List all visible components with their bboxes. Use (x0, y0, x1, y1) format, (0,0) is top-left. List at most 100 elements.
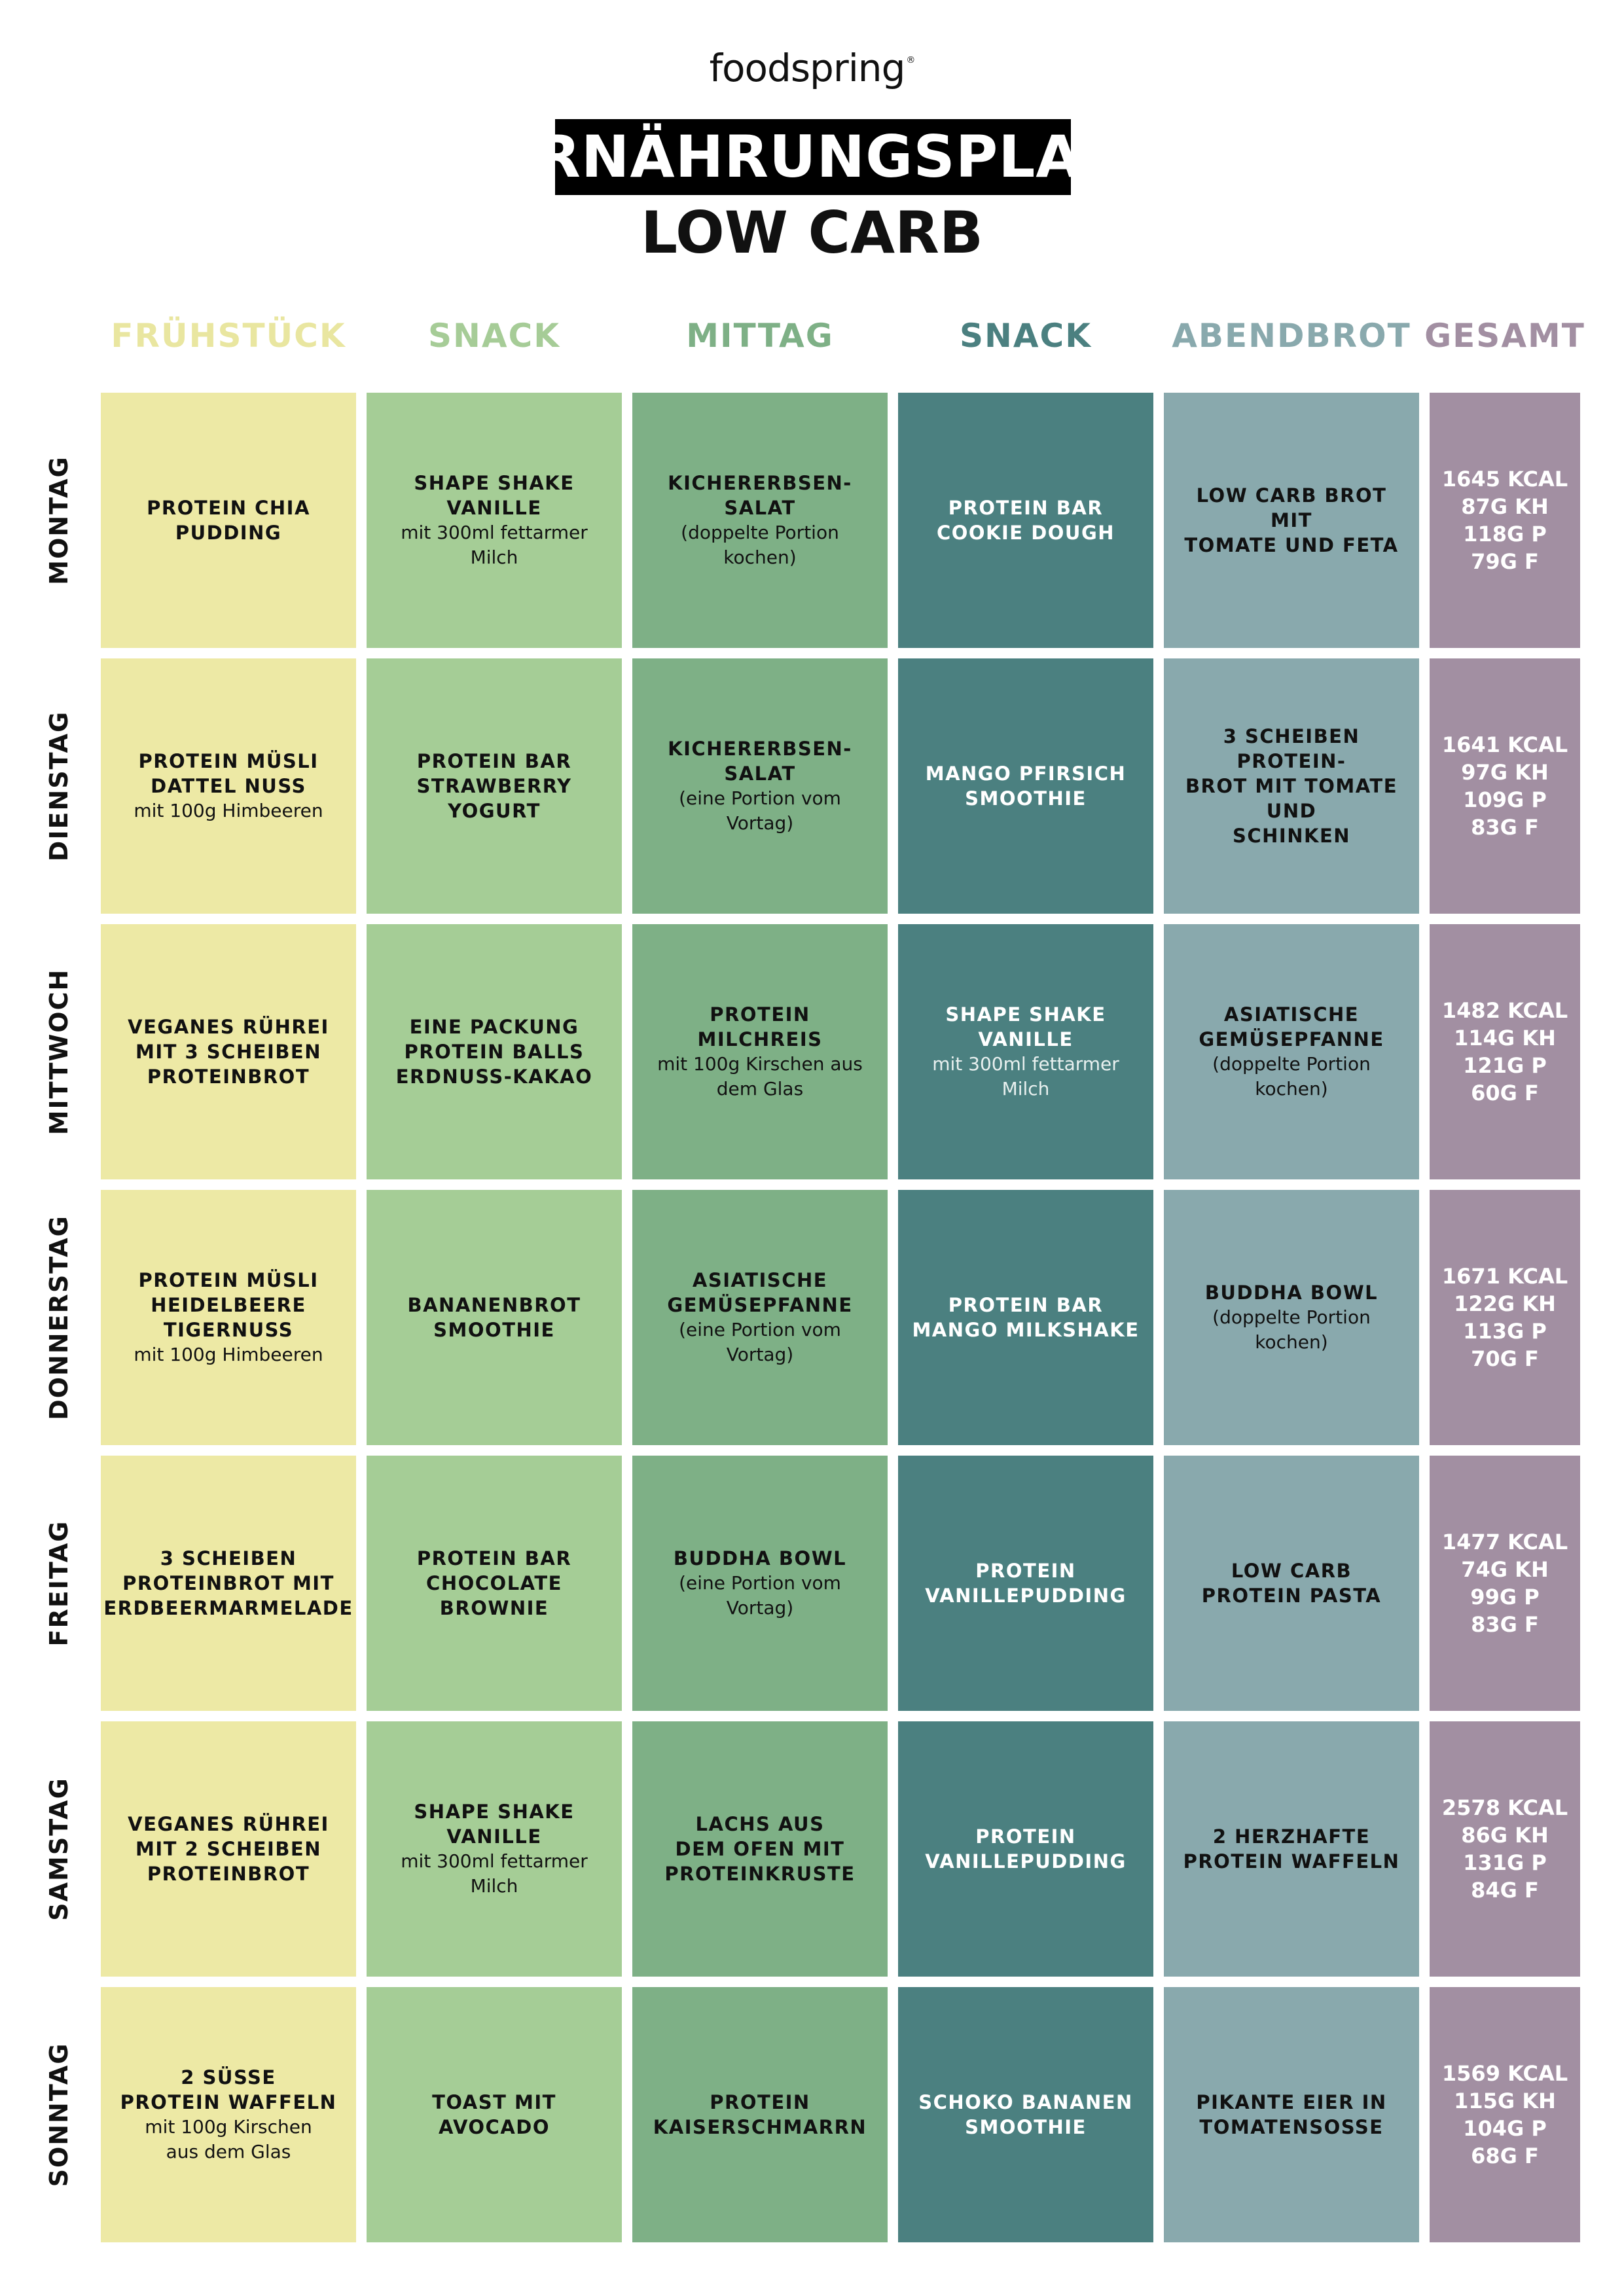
column-header-snack-1: SNACK (428, 317, 560, 355)
meal-name: TOAST MIT AVOCADO (432, 2091, 556, 2138)
totals-cell-montag: 1645 KCAL 87G KH 118G P 79G F (1430, 393, 1580, 648)
meal-name: ASIATISCHE GEMÜSEPFANNE (667, 1269, 853, 1316)
meal-name: PROTEIN BAR COOKIE DOUGH (936, 497, 1115, 544)
meal-name: PROTEIN VANILLEPUDDING (925, 1560, 1127, 1607)
meal-name: PROTEIN MÜSLI DATTEL NUSS (138, 750, 319, 797)
column-header-mittag: MITTAG (686, 317, 834, 355)
meal-note: (eine Portion vom Vortag) (679, 1572, 841, 1619)
totals-value: 1641 KCAL (1441, 732, 1568, 757)
totals-value: 79G F (1471, 549, 1539, 574)
totals-value: 70G F (1471, 1346, 1539, 1371)
meal-cell-sonntag-snack-2: SCHOKO BANANEN SMOOTHIE (898, 1987, 1153, 2242)
day-label-text: SAMSTAG (45, 1777, 73, 1921)
totals-value: 118G P (1463, 522, 1547, 547)
meal-name: PROTEIN CHIA PUDDING (147, 497, 310, 544)
totals-value: 68G F (1471, 2144, 1539, 2168)
meal-note: mit 300ml fettarmer Milch (401, 522, 588, 568)
totals-value: 109G P (1463, 787, 1547, 812)
page-subtitle: LOW CARB (641, 199, 983, 266)
totals-value: 121G P (1463, 1053, 1547, 1078)
meal-cell-freitag-snack-1: PROTEIN BAR CHOCOLATE BROWNIE (367, 1456, 622, 1711)
totals-value: 1671 KCAL (1441, 1264, 1568, 1289)
meal-name: PROTEIN KAISERSCHMARRN (653, 2091, 867, 2138)
meal-name: PROTEIN BAR STRAWBERRY YOGURT (416, 750, 572, 822)
meal-name: 3 SCHEIBEN PROTEIN- BROT MIT TOMATE UND … (1185, 725, 1398, 847)
meal-cell-montag-snack-2: PROTEIN BAR COOKIE DOUGH (898, 393, 1153, 648)
day-label-montag: MONTAG (26, 393, 92, 648)
totals-value: 84G F (1471, 1878, 1539, 1903)
meal-cell-montag-abendbrot: LOW CARB BROT MIT TOMATE UND FETA (1164, 393, 1419, 648)
meal-name: 2 HERZHAFTE PROTEIN WAFFELN (1183, 1825, 1400, 1873)
totals-value: 131G P (1463, 1850, 1547, 1875)
day-label-text: MONTAG (45, 456, 73, 585)
totals-value: 83G F (1471, 1612, 1539, 1637)
day-label-sonntag: SONNTAG (26, 1987, 92, 2242)
totals-value: 83G F (1471, 815, 1539, 840)
totals-value: 115G KH (1454, 2089, 1556, 2113)
meal-cell-mittwoch-snack-2: SHAPE SHAKE VANILLE mit 300ml fettarmer M… (898, 924, 1153, 1179)
totals-value: 122G KH (1454, 1291, 1556, 1316)
meal-cell-mittwoch-abendbrot: ASIATISCHE GEMÜSEPFANNE (doppelte Portion… (1164, 924, 1419, 1179)
totals-value: 114G KH (1454, 1026, 1556, 1050)
meal-name: SHAPE SHAKE VANILLE (414, 472, 575, 519)
meal-name: PROTEIN BAR CHOCOLATE BROWNIE (416, 1547, 572, 1619)
meal-note: mit 100g Himbeeren (134, 800, 323, 821)
meal-note: (doppelte Portion kochen) (1212, 1306, 1371, 1353)
meal-name: VEGANES RÜHREI MIT 2 SCHEIBEN PROTEINBRO… (128, 1813, 329, 1885)
meal-cell-dienstag-snack-2: MANGO PFIRSICH SMOOTHIE (898, 658, 1153, 914)
meal-cell-samstag-mittag: LACHS AUS DEM OFEN MIT PROTEINKRUSTE (632, 1721, 888, 1977)
meal-name: SCHOKO BANANEN SMOOTHIE (918, 2091, 1133, 2138)
meal-name: BUDDHA BOWL (1204, 1282, 1379, 1304)
meal-cell-samstag-abendbrot: 2 HERZHAFTE PROTEIN WAFFELN (1164, 1721, 1419, 1977)
day-label-text: DIENSTAG (45, 710, 73, 862)
brand-logo: foodspring ® (0, 46, 1624, 90)
meal-name: PIKANTE EIER IN TOMATENSOSSE (1196, 2091, 1387, 2138)
totals-value: 104G P (1463, 2116, 1547, 2141)
totals-value: 97G KH (1461, 760, 1549, 785)
totals-cell-samstag: 2578 KCAL 86G KH 131G P 84G F (1430, 1721, 1580, 1977)
column-header-gesamt: GESAMT (1424, 317, 1585, 355)
day-label-donnerstag: DONNERSTAG (26, 1190, 92, 1445)
meal-note: mit 300ml fettarmer Milch (401, 1850, 588, 1897)
registered-mark: ® (906, 55, 915, 65)
meal-name: LOW CARB BROT MIT TOMATE UND FETA (1184, 484, 1399, 556)
totals-value: 113G P (1463, 1319, 1547, 1344)
meal-note: mit 300ml fettarmer Milch (932, 1053, 1119, 1100)
meal-name: LACHS AUS DEM OFEN MIT PROTEINKRUSTE (664, 1813, 856, 1885)
meal-name: PROTEIN MILCHREIS (697, 1003, 823, 1050)
column-header-snack-2: SNACK (960, 317, 1092, 355)
meal-name: 2 SÜSSE PROTEIN WAFFELN (120, 2066, 337, 2113)
meal-name: SHAPE SHAKE VANILLE (945, 1003, 1106, 1050)
title-box: ERNÄHRUNGSPLAN (496, 119, 1129, 195)
meal-note: (eine Portion vom Vortag) (679, 787, 841, 834)
totals-value: 86G KH (1461, 1823, 1549, 1848)
totals-value: 1569 KCAL (1441, 2061, 1568, 2086)
meal-name: VEGANES RÜHREI MIT 3 SCHEIBEN PROTEINBRO… (128, 1016, 329, 1088)
meal-note: (doppelte Portion kochen) (1212, 1053, 1371, 1100)
meal-cell-sonntag-abendbrot: PIKANTE EIER IN TOMATENSOSSE (1164, 1987, 1419, 2242)
meal-name: BANANENBROT SMOOTHIE (407, 1294, 581, 1341)
meal-name: MANGO PFIRSICH SMOOTHIE (925, 762, 1127, 810)
meal-cell-montag-snack-1: SHAPE SHAKE VANILLE mit 300ml fettarmer M… (367, 393, 622, 648)
totals-value: 1477 KCAL (1441, 1530, 1568, 1554)
day-label-text: MITTWOCH (45, 968, 73, 1136)
meal-cell-montag-mittag: KICHERERBSEN-SALAT (doppelte Portion koch… (632, 393, 888, 648)
meal-name: KICHERERBSEN-SALAT (668, 472, 852, 519)
meal-cell-freitag-fruehstueck: 3 SCHEIBEN PROTEINBROT MIT ERDBEERMARMEL… (101, 1456, 356, 1711)
meal-cell-sonntag-mittag: PROTEIN KAISERSCHMARRN (632, 1987, 888, 2242)
day-label-mittwoch: MITTWOCH (26, 924, 92, 1179)
meal-cell-samstag-snack-2: PROTEIN VANILLEPUDDING (898, 1721, 1153, 1977)
meal-name: 3 SCHEIBEN PROTEINBROT MIT ERDBEERMARMEL… (103, 1547, 353, 1619)
meal-cell-dienstag-snack-1: PROTEIN BAR STRAWBERRY YOGURT (367, 658, 622, 914)
totals-value: 2578 KCAL (1441, 1795, 1568, 1820)
totals-value: 74G KH (1461, 1557, 1549, 1582)
meal-cell-mittwoch-mittag: PROTEIN MILCHREIS mit 100g Kirschen aus d… (632, 924, 888, 1179)
meal-cell-donnerstag-snack-2: PROTEIN BAR MANGO MILKSHAKE (898, 1190, 1153, 1445)
meal-cell-sonntag-snack-1: TOAST MIT AVOCADO (367, 1987, 622, 2242)
brand-name: foodspring (709, 46, 906, 90)
column-header-fruehstueck: FRÜHSTÜCK (111, 317, 346, 355)
meal-note: (doppelte Portion kochen) (681, 522, 839, 568)
totals-cell-freitag: 1477 KCAL 74G KH 99G P 83G F (1430, 1456, 1580, 1711)
totals-cell-sonntag: 1569 KCAL 115G KH 104G P 68G F (1430, 1987, 1580, 2242)
totals-value: 1645 KCAL (1441, 467, 1568, 492)
